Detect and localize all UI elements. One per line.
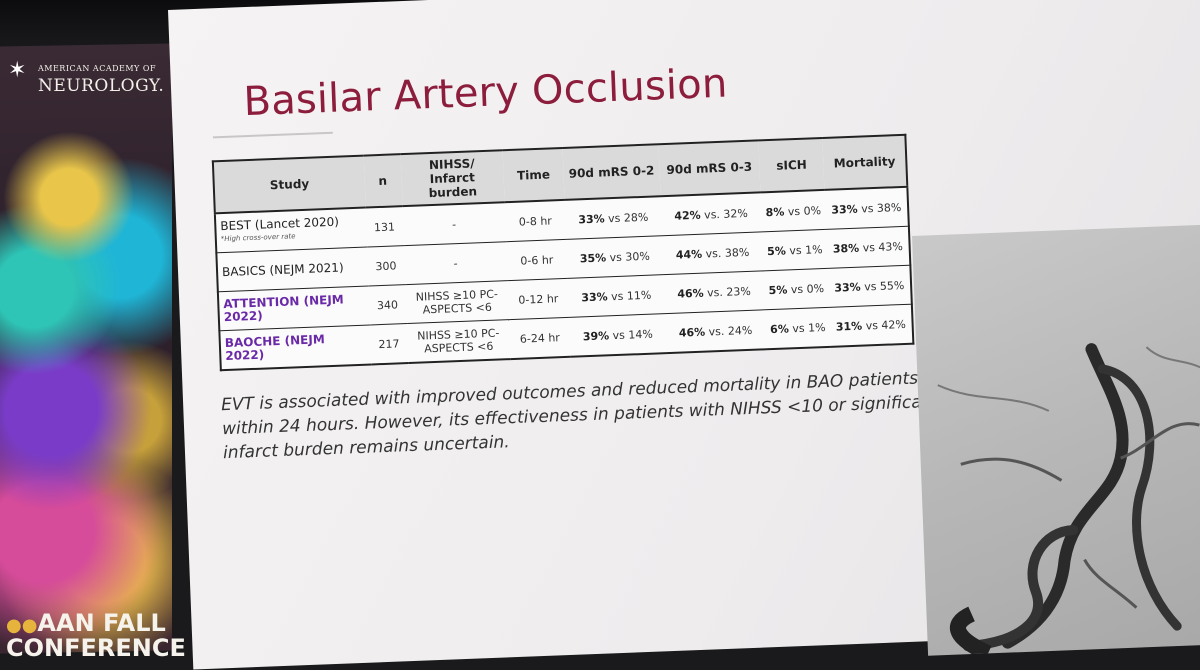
trial-comparison-table: Study n NIHSS/ Infarct burden Time 90d m… [211,133,915,372]
nihss-cell: - [403,241,508,285]
angiogram-image [912,224,1200,656]
logo-main-text: NEUROLOGY. [38,76,165,96]
study-cell: BEST (Lancet 2020) *High cross-over rate [214,207,367,253]
sich-cell: 5% vs 1% [761,229,828,271]
header-sich: sICH [758,137,825,193]
nihss-cell: NIHSS ≥10 PC-ASPECTS <6 [416,326,500,356]
mrs02-cell: 39% vs 14% [582,327,654,343]
slide-title: Basilar Artery Occlusion [242,60,729,126]
mortality-cell: 33% vs 38% [824,186,909,230]
n-cell: 300 [366,245,406,287]
header-mortality: Mortality [822,134,908,190]
time-cell: 0-8 hr [504,199,567,242]
mrs03-cell: 46% vs. 23% [663,270,765,314]
star-icon: ✶ [8,58,27,83]
aan-brain-artwork [0,43,172,654]
study-cell: BASICS (NEJM 2021) [216,247,369,292]
n-cell: 340 [368,284,407,325]
mortality-cell: 33% vs 55% [827,265,912,308]
mortality-cell: 31% vs 42% [835,317,907,334]
mrs03-cell: 44% vs. 38% [661,231,764,275]
mrs02-cell: 33% vs 11% [567,274,665,318]
header-mrs03: 90d mRS 0-3 [658,140,761,197]
conference-dots-icon: ●● [6,615,38,636]
header-mrs02: 90d mRS 0-2 [562,144,661,200]
time-cell: 0-6 hr [505,239,568,281]
n-cell: 217 [378,336,400,351]
header-n: n [363,154,403,208]
time-cell: 0-12 hr [507,278,570,320]
mrs03-cell: 46% vs. 24% [678,323,753,340]
header-nihss: NIHSS/ Infarct burden [400,150,505,207]
study-cell: BAOCHE (NEJM 2022) [224,332,326,364]
sich-cell: 6% vs 1% [769,320,826,336]
header-study: Study [212,155,366,214]
nihss-cell: NIHSS ≥10 PC-ASPECTS <6 [405,280,509,324]
header-time: Time [502,147,565,203]
conclusion-text: EVT is associated with improved outcomes… [220,368,940,464]
mrs02-cell: 33% vs 28% [564,196,662,240]
mrs02-cell: 35% vs 30% [566,235,664,279]
mrs03-cell: 42% vs. 32% [660,192,762,236]
study-cell: ATTENTION (NEJM 2022) [217,286,370,331]
nihss-cell: - [402,202,506,246]
mortality-cell: 38% vs 43% [826,226,911,269]
time-cell: 6-24 hr [519,330,561,346]
n-cell: 131 [365,206,404,248]
title-divider [212,131,333,139]
sich-cell: 8% vs 0% [760,189,827,232]
sich-cell: 5% vs 0% [763,268,830,310]
logo-top-text: AMERICAN ACADEMY OF [38,64,156,73]
